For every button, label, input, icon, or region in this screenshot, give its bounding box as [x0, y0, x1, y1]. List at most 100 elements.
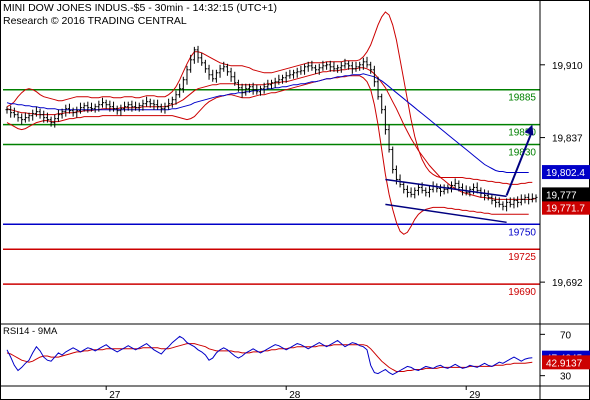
candle-64 — [240, 83, 244, 98]
candle-2 — [12, 107, 16, 118]
candle-108 — [402, 181, 406, 194]
candle-51 — [192, 46, 196, 64]
candle-130 — [483, 189, 487, 201]
candle-98 — [365, 56, 369, 68]
candle-77 — [288, 69, 292, 79]
candle-78 — [292, 69, 296, 79]
candle-132 — [490, 194, 494, 205]
rsi-line — [6, 335, 533, 376]
channel — [385, 178, 507, 224]
candle-111 — [413, 187, 417, 199]
candle-80 — [299, 65, 303, 75]
candle-20 — [78, 102, 82, 114]
bollinger-lower-line — [6, 75, 529, 235]
candle-112 — [416, 183, 420, 196]
candle-17 — [67, 103, 71, 114]
price-badge-label: 19,802.4 — [546, 168, 585, 179]
price-axis: 19,910 19,837 19,692 — [540, 61, 583, 289]
candle-134 — [497, 197, 501, 208]
price-badge-2: 19,771.7 — [542, 200, 590, 215]
candle-33 — [126, 101, 130, 111]
candle-115 — [427, 185, 431, 198]
candle-144 — [534, 194, 538, 203]
candle-135 — [501, 201, 505, 211]
candle-34 — [130, 100, 134, 112]
candle-66 — [247, 83, 251, 93]
candle-76 — [284, 71, 288, 83]
candle-119 — [442, 184, 446, 195]
candle-50 — [189, 54, 193, 73]
candle-62 — [233, 71, 237, 86]
candle-103 — [383, 105, 387, 135]
candle-139 — [516, 196, 520, 208]
candle-12 — [49, 116, 53, 127]
candle-88 — [328, 60, 332, 72]
candle-68 — [255, 84, 259, 95]
candle-100 — [372, 65, 376, 87]
rsi-tick-label-0: 70 — [560, 330, 572, 341]
candle-101 — [376, 76, 380, 100]
candle-48 — [181, 76, 185, 93]
candle-29 — [112, 101, 116, 112]
level-label-1: 19850 — [508, 128, 536, 139]
level-label-0: 19885 — [508, 93, 536, 104]
date-tick-label-2: 29 — [469, 390, 481, 400]
projection-arrow-head — [524, 124, 534, 136]
candle-137 — [508, 197, 512, 208]
candle-85 — [317, 63, 321, 75]
level-label-2: 19830 — [508, 148, 536, 159]
rsi-badge-label: 42.9137 — [546, 358, 583, 369]
candle-44 — [167, 98, 171, 110]
date-tick-label-0: 27 — [109, 390, 121, 400]
candle-89 — [332, 61, 336, 72]
candle-92 — [343, 58, 347, 69]
candle-49 — [185, 65, 189, 85]
candle-83 — [310, 60, 314, 71]
rsi-title: RSI14 - 9MA — [3, 326, 58, 337]
candles — [5, 45, 538, 212]
candle-118 — [438, 184, 442, 197]
date-axis: 27 28 29 — [105, 386, 481, 400]
candle-84 — [314, 64, 318, 74]
price-badge-label: 19,771.7 — [546, 204, 585, 215]
candle-37 — [141, 99, 145, 111]
channel-upper-line — [385, 178, 507, 198]
candle-117 — [435, 183, 439, 193]
candle-28 — [108, 100, 112, 112]
candle-95 — [354, 61, 358, 72]
candle-87 — [325, 61, 329, 70]
candle-47 — [178, 83, 182, 98]
price-badge-0: 19,802.4 — [542, 165, 590, 180]
candle-1 — [9, 105, 13, 118]
candle-54 — [203, 59, 207, 73]
candle-60 — [225, 63, 229, 76]
rsi-badge-1: 42.9137 — [542, 355, 590, 370]
level-label-4: 19725 — [508, 252, 536, 263]
candle-22 — [86, 101, 90, 113]
candle-96 — [358, 61, 362, 71]
candle-105 — [391, 146, 395, 174]
candle-122 — [453, 178, 457, 189]
candle-40 — [152, 99, 156, 110]
candle-57 — [214, 69, 218, 83]
candle-74 — [277, 74, 281, 85]
candle-110 — [409, 187, 413, 198]
candle-90 — [336, 64, 340, 73]
candle-82 — [306, 61, 310, 72]
candle-7 — [31, 109, 35, 121]
candle-24 — [93, 103, 97, 113]
candle-16 — [64, 104, 68, 117]
candle-4 — [20, 113, 24, 125]
price-badge-label: 19,777 — [546, 190, 577, 201]
candle-63 — [236, 79, 240, 92]
candle-18 — [71, 107, 75, 117]
candle-39 — [148, 98, 152, 108]
projection-arrow-line — [505, 130, 534, 196]
bollinger-upper-line — [6, 11, 533, 185]
chart-copyright: Research © 2016 TRADING CENTRAL — [3, 15, 187, 27]
price-panel: 19885 19850 19830 19750 19725 19690 — [3, 11, 540, 298]
candle-6 — [27, 112, 31, 122]
candle-13 — [53, 114, 57, 128]
